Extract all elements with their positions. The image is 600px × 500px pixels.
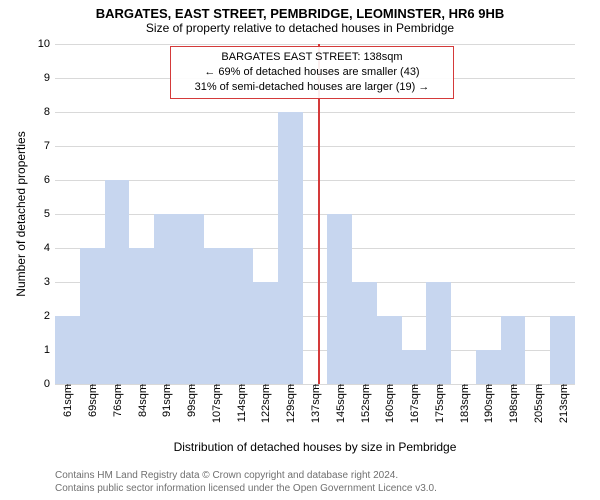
histogram-bar [377,316,402,384]
histogram-bar [179,214,204,384]
x-tick-label: 69sqm [85,384,99,417]
chart-title-sub: Size of property relative to detached ho… [0,21,600,37]
grid-line [55,112,575,113]
y-tick-label: 3 [44,276,55,288]
x-tick-label: 175sqm [432,384,446,423]
y-tick-label: 0 [44,378,55,390]
x-axis-label: Distribution of detached houses by size … [55,440,575,454]
callout-line-1: BARGATES EAST STREET: 138sqm [177,50,447,65]
grid-line [55,180,575,181]
footer-line-2: Contains public sector information licen… [55,483,437,496]
x-tick-label: 137sqm [308,384,322,423]
chart-title-main: BARGATES, EAST STREET, PEMBRIDGE, LEOMIN… [0,0,600,21]
x-tick-label: 91sqm [159,384,173,417]
histogram-bar [426,282,451,384]
histogram-bar [105,180,130,384]
grid-line [55,146,575,147]
histogram-bar [352,282,377,384]
x-tick-label: 122sqm [258,384,272,423]
footer-line-1: Contains HM Land Registry data © Crown c… [55,470,437,483]
x-tick-label: 198sqm [506,384,520,423]
histogram-bar [80,248,105,384]
x-tick-label: 129sqm [283,384,297,423]
y-tick-label: 5 [44,208,55,220]
x-tick-label: 76sqm [110,384,124,417]
x-tick-label: 213sqm [556,384,570,423]
histogram-bar [476,350,501,384]
histogram-bar [327,214,352,384]
x-tick-label: 167sqm [407,384,421,423]
histogram-bar [129,248,154,384]
x-tick-label: 160sqm [382,384,396,423]
y-tick-label: 2 [44,310,55,322]
histogram-bar [402,350,427,384]
x-tick-label: 152sqm [358,384,372,423]
x-tick-label: 183sqm [457,384,471,423]
y-tick-label: 9 [44,72,55,84]
y-tick-label: 10 [38,38,55,50]
histogram-bar [501,316,526,384]
callout-line-2: ← 69% of detached houses are smaller (43… [177,65,447,80]
y-axis-label: Number of detached properties [14,131,28,296]
y-tick-label: 1 [44,344,55,356]
histogram-bar [253,282,278,384]
y-tick-label: 4 [44,242,55,254]
x-tick-label: 99sqm [184,384,198,417]
x-tick-label: 61sqm [60,384,74,417]
callout-line-3: 31% of semi-detached houses are larger (… [177,80,447,95]
histogram-bar [154,214,179,384]
x-tick-label: 107sqm [209,384,223,423]
footer-attribution: Contains HM Land Registry data © Crown c… [55,470,437,495]
histogram-bar [228,248,253,384]
x-tick-label: 190sqm [481,384,495,423]
x-tick-label: 84sqm [135,384,149,417]
histogram-bar [55,316,80,384]
y-tick-label: 8 [44,106,55,118]
histogram-bar [278,112,303,384]
y-tick-label: 7 [44,140,55,152]
reference-callout: BARGATES EAST STREET: 138sqm ← 69% of de… [170,46,454,99]
histogram-bar [550,316,575,384]
grid-line [55,214,575,215]
y-tick-label: 6 [44,174,55,186]
chart-container: BARGATES, EAST STREET, PEMBRIDGE, LEOMIN… [0,0,600,500]
histogram-bar [204,248,229,384]
x-tick-label: 114sqm [234,384,248,422]
x-tick-label: 145sqm [333,384,347,423]
grid-line [55,44,575,45]
x-tick-label: 205sqm [531,384,545,423]
